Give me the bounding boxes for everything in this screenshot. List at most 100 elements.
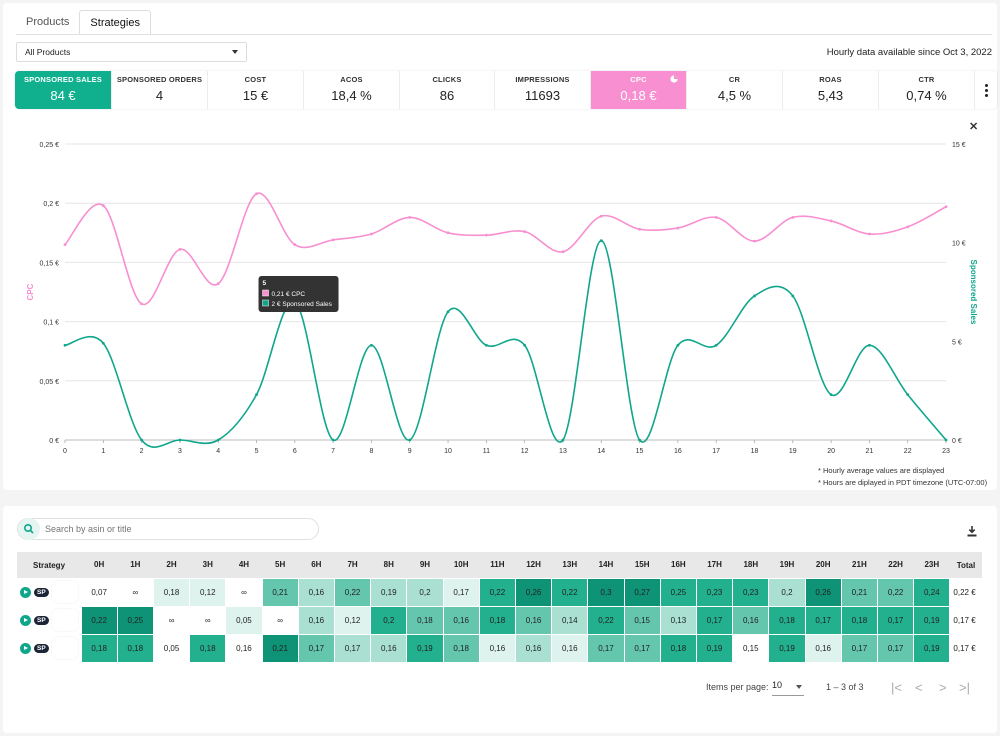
play-icon[interactable] — [20, 642, 31, 654]
kpi-roas[interactable]: ROAS 5,43 — [783, 71, 879, 109]
sales-point — [944, 438, 948, 442]
kpi-value: 11693 — [524, 88, 561, 103]
hour-cpc-cell: 0,19 — [913, 633, 951, 663]
cpc-point — [63, 243, 67, 247]
sales-point — [484, 343, 488, 347]
sales-point — [753, 294, 756, 298]
sales-series-line — [64, 239, 947, 448]
hour-cpc-cell: 0,16 — [297, 577, 335, 607]
strategy-name-chip[interactable] — [51, 581, 78, 603]
hour-cpc-cell: ∞ — [189, 605, 227, 635]
strategy-cell[interactable]: SP — [17, 634, 82, 662]
column-header-hour: 23H — [913, 552, 950, 578]
column-header-hour: 22H — [877, 552, 914, 578]
sales-point — [101, 341, 105, 345]
items-per-page-select[interactable]: 10 — [772, 680, 804, 696]
kpi-sponsored-orders[interactable]: SPONSORED ORDERS 4 — [112, 71, 208, 109]
search-input[interactable] — [45, 521, 305, 537]
hourly-chart: 0 € 0,05 € 0,1 € 0,15 € 0,2 € 0,25 € 0 € 5 € 10 … — [26, 142, 978, 455]
play-icon[interactable] — [20, 586, 31, 598]
column-header-hour: 17H — [696, 552, 733, 578]
hour-cpc-cell: 0,18 — [189, 633, 227, 663]
hour-cpc-cell: 0,12 — [333, 605, 372, 635]
hour-cpc-cell: 0,22 — [333, 577, 372, 607]
tab-products[interactable]: Products — [26, 16, 70, 28]
column-header-hour: 13H — [551, 552, 588, 578]
y-left-tick-label: 0 € — [49, 438, 59, 445]
hour-cpc-cell: 0,22 — [551, 577, 589, 607]
strategy-name-chip[interactable] — [51, 609, 78, 631]
cpc-point — [408, 216, 412, 219]
next-page-icon[interactable]: > — [939, 680, 947, 695]
kpi-ctr[interactable]: CTR 0,74 % — [879, 71, 975, 109]
last-page-icon[interactable]: >| — [959, 680, 970, 695]
table-row[interactable]: SP 0,18 0,18 0,05 0,18 0,16 0,21 0,17 0,17 0,16 0,… — [17, 633, 982, 663]
hour-cpc-cell: 0,18 — [442, 633, 480, 663]
strategy-cell[interactable]: SP — [17, 606, 82, 634]
product-filter-value: All Products — [25, 47, 71, 57]
y-left-axis-label: CPC — [26, 283, 35, 300]
y-right-tick-label: 5 € — [952, 339, 962, 346]
kpi-impressions[interactable]: IMPRESSIONS 11693 — [495, 71, 591, 109]
cpc-point — [944, 205, 948, 209]
hour-cpc-cell: 0,19 — [768, 633, 806, 663]
kpi-label: IMPRESSIONS — [515, 75, 570, 84]
kpi-label: CPC — [630, 75, 647, 84]
kpi-acos[interactable]: ACOS 18,4 % — [304, 71, 400, 109]
kpi-value: 86 — [439, 88, 455, 103]
play-icon[interactable] — [20, 614, 31, 626]
hour-cpc-cell: 0,2 — [370, 605, 408, 635]
hour-cpc-cell: 0,17 — [623, 633, 661, 663]
download-icon[interactable] — [967, 524, 977, 542]
first-page-icon[interactable]: |< — [891, 680, 902, 695]
hour-cpc-cell: 0,15 — [732, 633, 770, 663]
strategy-cell[interactable]: SP — [17, 578, 82, 606]
column-header-hour: 2H — [153, 552, 190, 578]
x-tick-label: 0 — [63, 448, 67, 455]
hour-cpc-cell: 0,23 — [732, 577, 770, 607]
hour-cpc-cell: 0,23 — [695, 577, 734, 607]
strategy-name-chip[interactable] — [51, 637, 78, 659]
hour-cpc-cell: 0,19 — [913, 605, 951, 635]
x-tick-label: 4 — [216, 448, 220, 455]
y-right-tick-label: 10 € — [952, 241, 966, 248]
cpc-point — [446, 231, 450, 235]
column-header-hour: 18H — [732, 552, 769, 578]
cpc-point — [829, 219, 833, 223]
hour-cpc-cell: 0,16 — [478, 633, 516, 663]
kpi-cpc[interactable]: CPC 0,18 € — [591, 71, 687, 109]
search-box[interactable] — [17, 518, 319, 540]
hour-cpc-cell: 0,15 — [623, 605, 661, 635]
hour-cpc-cell: 0,16 — [514, 633, 553, 663]
column-header-hour: 12H — [515, 552, 552, 578]
total-cell: 0,17 € — [949, 634, 982, 662]
cpc-point — [484, 233, 488, 237]
caret-down-icon — [796, 685, 802, 689]
kpi-sponsored-sales[interactable]: SPONSORED SALES 84 € — [15, 71, 112, 109]
sales-point — [676, 343, 680, 347]
kpi-value: 0,18 € — [620, 88, 657, 103]
kpi-cr[interactable]: CR 4,5 % — [687, 71, 783, 109]
table-row[interactable]: SP 0,22 0,25 ∞ ∞ 0,05 ∞ 0,16 0,12 0,2 0,18 0,16 0,18… — [17, 605, 982, 635]
product-filter-select[interactable]: All Products — [16, 42, 247, 62]
previous-page-icon[interactable]: < — [915, 680, 923, 695]
more-options-icon[interactable] — [975, 71, 997, 109]
hour-cpc-cell: 0,26 — [514, 577, 553, 607]
tab-divider — [16, 34, 992, 35]
table-row[interactable]: SP 0,07 ∞ 0,18 0,12 ∞ 0,21 0,16 0,22 0,19 0,2 0,17 0… — [17, 577, 982, 607]
close-icon[interactable]: ✕ — [969, 121, 979, 133]
hour-cpc-cell: 0,19 — [370, 577, 408, 607]
kpi-clicks[interactable]: CLICKS 86 — [400, 71, 495, 109]
kpi-value: 15 € — [242, 88, 269, 103]
hour-cpc-cell: 0,18 — [80, 633, 118, 663]
hour-cpc-cell: 0,05 — [152, 633, 191, 663]
hour-cpc-cell: 0,17 — [804, 605, 842, 635]
column-header-hour: 20H — [805, 552, 842, 578]
cpc-series-line — [64, 192, 947, 305]
column-header-hour: 21H — [841, 552, 878, 578]
kpi-cost[interactable]: COST 15 € — [208, 71, 304, 109]
column-header-hour: 1H — [117, 552, 154, 578]
kpi-value: 4 — [155, 88, 164, 103]
sales-point — [791, 294, 795, 298]
tab-strategies[interactable]: Strategies — [79, 10, 151, 35]
